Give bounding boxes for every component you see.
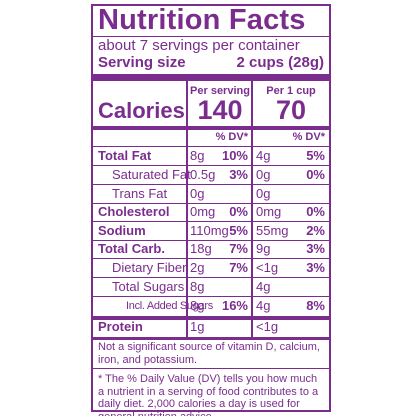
column-divider xyxy=(186,81,188,337)
dv-cup: 0% xyxy=(306,167,325,182)
serving-size-value: 2 cups (28g) xyxy=(236,54,324,71)
dv-cup: 8% xyxy=(306,298,325,313)
footnote: Not a significant source of vitamin D, c… xyxy=(98,341,320,366)
dv-serving: 10% xyxy=(221,148,248,163)
amount-serving: 2g xyxy=(190,260,205,275)
thick-bar xyxy=(93,126,329,130)
title: Nutrition Facts xyxy=(98,4,306,36)
nutrient-name: Total Carb. xyxy=(98,241,165,256)
thick-bar xyxy=(93,337,329,340)
amount-cup: <1g xyxy=(256,260,279,275)
nutrient-name: Cholesterol xyxy=(98,204,170,219)
nutrient-name: Incl. Added Sugars xyxy=(126,300,213,312)
dv-cup: 2% xyxy=(306,223,325,238)
nutrient-name: Saturated Fat xyxy=(112,167,191,182)
thick-bar xyxy=(93,74,329,81)
dv-serving: 16% xyxy=(221,298,248,313)
row-divider xyxy=(93,258,329,259)
amount-serving: 1g xyxy=(190,319,205,334)
dv-serving: 5% xyxy=(229,223,248,238)
dv-cup: 3% xyxy=(306,241,325,256)
nutrient-name: Trans Fat xyxy=(112,186,168,201)
amount-serving: 18g xyxy=(190,241,212,256)
amount-serving: 8g xyxy=(190,279,205,294)
amount-cup: 4g xyxy=(256,279,271,294)
amount-serving: 110mg xyxy=(190,223,229,238)
row-divider xyxy=(93,277,329,278)
label-border xyxy=(91,4,331,412)
calories-value: 70 xyxy=(275,95,307,125)
amount-serving: 8g xyxy=(190,148,205,163)
footnote: * The % Daily Value (DV) tells you how m… xyxy=(98,373,319,416)
amount-serving: 0.5g xyxy=(190,167,216,182)
row-divider xyxy=(93,316,329,320)
amount-cup: 9g xyxy=(256,241,271,256)
amount-cup: 55mg xyxy=(256,223,289,238)
divider xyxy=(93,368,329,369)
row-divider xyxy=(93,221,329,222)
amount-cup: 0g xyxy=(256,167,271,182)
nutrient-name: Total Fat xyxy=(98,148,152,163)
row-divider xyxy=(93,146,329,147)
dv-cup: 5% xyxy=(306,148,325,163)
dv-cup: 3% xyxy=(306,260,325,275)
amount-cup: 0mg xyxy=(256,204,282,219)
nutrient-name: Sodium xyxy=(98,223,146,238)
amount-cup: 0g xyxy=(256,186,271,201)
amount-serving: 8g xyxy=(190,298,205,313)
amount-cup: <1g xyxy=(256,319,279,334)
calories-value: 140 xyxy=(197,95,243,125)
dv-header: % DV* xyxy=(292,131,325,143)
dv-serving: 0% xyxy=(229,204,248,219)
calories-label: Calories xyxy=(98,98,185,123)
nutrient-name: Total Sugars xyxy=(112,279,185,294)
serving-size-label: Serving size xyxy=(98,54,186,71)
amount-cup: 4g xyxy=(256,298,271,313)
amount-serving: 0g xyxy=(190,186,205,201)
dv-serving: 3% xyxy=(229,167,248,182)
row-divider xyxy=(93,296,329,297)
row-divider xyxy=(93,184,329,185)
servings: about 7 servings per container xyxy=(98,37,300,54)
dv-serving: 7% xyxy=(229,260,248,275)
dv-serving: 7% xyxy=(229,241,248,256)
column-divider xyxy=(251,81,253,337)
amount-cup: 4g xyxy=(256,148,271,163)
row-divider xyxy=(93,165,329,166)
row-divider xyxy=(93,203,329,204)
dv-cup: 0% xyxy=(306,204,325,219)
amount-serving: 0mg xyxy=(190,204,216,219)
divider xyxy=(93,36,329,37)
nutrient-name: Dietary Fiber xyxy=(112,260,187,275)
nutrient-name: Protein xyxy=(98,319,143,334)
column-header: Per serving xyxy=(190,85,250,97)
column-header: Per 1 cup xyxy=(266,85,316,97)
dv-header: % DV* xyxy=(215,131,248,143)
row-divider xyxy=(93,240,329,241)
